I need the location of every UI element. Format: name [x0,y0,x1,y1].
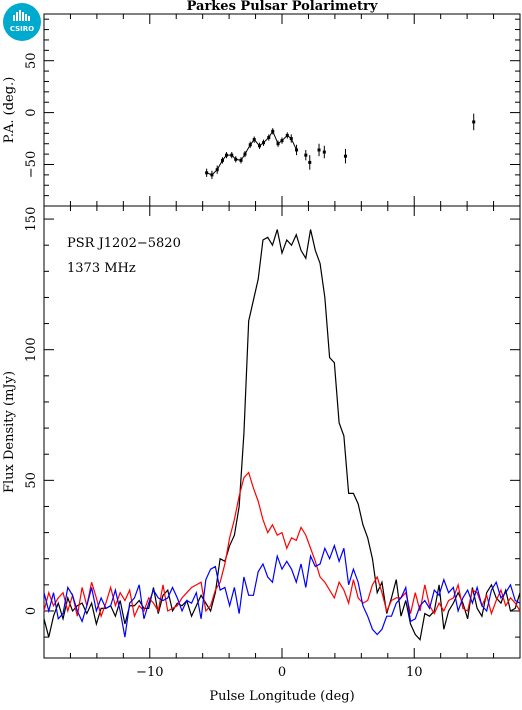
pa-point [271,129,275,133]
pa-point [267,136,271,140]
pa-point [261,141,265,145]
pa-point [289,137,293,141]
pa-y-tick-label: 50 [24,52,39,69]
csiro-logo: CSIRO [3,3,41,41]
pa-point [221,158,224,162]
frequency-annotation: 1373 MHz [67,261,136,276]
pa-point [276,142,280,146]
profile-y-tick-label: 150 [24,207,39,232]
total-intensity-line [43,229,521,642]
pa-point [239,158,243,162]
pa-point [280,139,284,143]
profile-y-tick-label: 100 [24,337,39,362]
pa-point [224,153,228,157]
pa-point [234,157,238,161]
pa-y-axis-label: P.A. (deg.) [2,77,17,144]
linear-polarization-line [43,471,521,619]
pa-point [317,148,321,152]
axis-ticks [43,14,521,658]
pa-point [252,138,256,142]
x-tick-label: −10 [136,665,163,680]
profile-series [43,229,521,642]
pa-y-tick-label: 0 [24,108,39,116]
pa-point [243,152,247,156]
tick-labels: −10 0 10 −50 0 50 0 50 100 150 [24,52,422,680]
pa-point [210,173,214,177]
logo-text: CSIRO [10,25,34,33]
pulsar-name-annotation: PSR J1202−5820 [67,236,181,251]
pa-point [248,143,252,147]
profile-y-axis-label: Flux Density (mJy) [2,371,17,493]
logo-bars-icon [13,10,30,21]
profile-y-tick-label: 50 [24,472,39,489]
pa-point [322,150,326,154]
pa-series [205,113,476,180]
pa-connector [206,130,297,176]
pa-point [343,154,347,158]
pa-point [230,153,234,157]
pa-point [308,160,312,164]
pa-y-tick-label: −50 [24,151,39,178]
pa-point [304,153,308,157]
x-tick-label: 10 [406,665,423,680]
chart-title: Parkes Pulsar Polarimetry [187,0,378,14]
pa-point [285,133,289,137]
pa-point [295,148,299,152]
x-tick-label: 0 [278,665,286,680]
circular-polarization-line [43,543,521,638]
pa-point [258,144,262,148]
pa-point [472,120,476,124]
pa-point [205,171,209,175]
profile-y-tick-label: 0 [24,607,39,615]
pa-point [215,168,219,172]
x-axis-label: Pulse Longitude (deg) [209,689,354,704]
pa-panel-frame [43,13,521,207]
